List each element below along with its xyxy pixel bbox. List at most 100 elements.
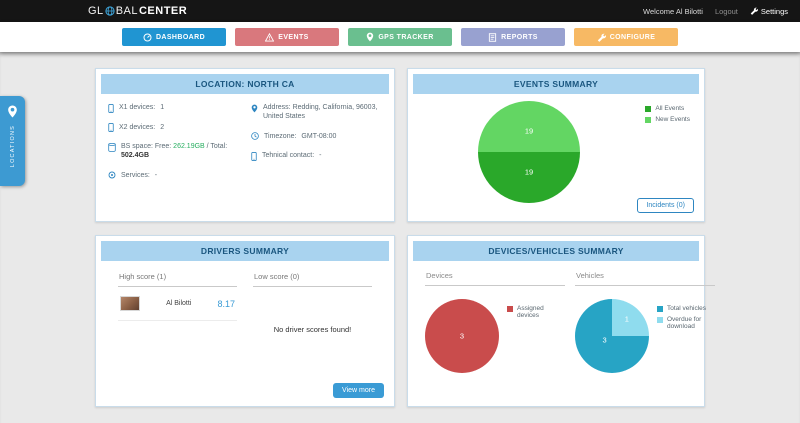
tab-dashboard[interactable]: DASHBOARD bbox=[122, 28, 226, 46]
drivers-panel-body: High score (1) Al Bilotti 8.17 Low score… bbox=[96, 266, 394, 334]
events-panel-title: EVENTS SUMMARY bbox=[413, 74, 699, 94]
logo-text-center: CENTER bbox=[138, 5, 188, 17]
tab-dashboard-label: DASHBOARD bbox=[155, 33, 206, 41]
logout-link[interactable]: Logout bbox=[714, 6, 738, 16]
legend-label: New Events bbox=[655, 116, 690, 123]
driver-row[interactable]: Al Bilotti 8.17 bbox=[118, 287, 237, 321]
no-driver-scores-message: No driver scores found! bbox=[273, 325, 352, 334]
legend-swatch bbox=[657, 306, 663, 312]
logo-text-bal: BAL bbox=[115, 5, 138, 17]
services-value: - bbox=[154, 171, 158, 179]
mobile-device-icon bbox=[108, 123, 114, 132]
vehicles-chart-area: 3 1 Total vehicles Overdue for download bbox=[575, 296, 715, 373]
address-value: Redding, California, 96003, United State… bbox=[263, 104, 378, 121]
clock-icon bbox=[251, 132, 259, 141]
legend-label: Total vehicles bbox=[667, 305, 707, 312]
devices-vehicles-panel: DEVICES/VEHICLES SUMMARY Devices 3 Assig… bbox=[407, 235, 715, 407]
warning-triangle-icon bbox=[265, 32, 275, 42]
drivers-summary-panel: DRIVERS SUMMARY High score (1) Al Bilott… bbox=[95, 235, 395, 407]
bs-free-label: Free: bbox=[154, 143, 172, 150]
tab-events[interactable]: EVENTS bbox=[235, 28, 339, 46]
row-technical-contact: Tehnical contact: - bbox=[251, 151, 384, 161]
tab-reports-label: REPORTS bbox=[501, 33, 538, 41]
vehicles-pie-chart[interactable]: 3 1 bbox=[575, 299, 649, 373]
location-left-column: X1 devices: 1 X2 devices: 2 BS space: Fr… bbox=[108, 103, 241, 180]
top-bar: GL BAL CENTER Welcome Al Bilotti Logout … bbox=[0, 0, 800, 22]
top-bar-right: Welcome Al Bilotti Logout Settings bbox=[643, 7, 788, 16]
x2-devices-value: 2 bbox=[160, 123, 165, 131]
tab-configure-label: CONFIGURE bbox=[609, 33, 656, 41]
gear-icon bbox=[108, 171, 116, 179]
incidents-button[interactable]: Incidents (0) bbox=[637, 198, 694, 213]
driver-score: 8.17 bbox=[217, 298, 235, 309]
bs-space-label: BS space: bbox=[121, 143, 153, 150]
legend-swatch bbox=[645, 117, 652, 123]
bs-space-text: BS space: Free: 262.19GB / Total: 502.4G… bbox=[121, 142, 241, 161]
bs-total-label: / Total: bbox=[206, 143, 228, 150]
vehicles-subheader: Vehicles bbox=[575, 268, 715, 286]
legend-label: All Events bbox=[655, 105, 685, 112]
view-more-button[interactable]: View more bbox=[333, 383, 384, 398]
logo-text-gl: GL bbox=[88, 5, 104, 17]
services-label: Services: bbox=[121, 171, 150, 179]
legend-item-all-events: All Events bbox=[645, 105, 690, 112]
row-bs-space: BS space: Free: 262.19GB / Total: 502.4G… bbox=[108, 142, 241, 161]
contact-value: - bbox=[319, 152, 322, 160]
location-panel: LOCATION: NORTH CA X1 devices: 1 X2 devi… bbox=[95, 68, 395, 222]
high-score-header: High score (1) bbox=[118, 268, 237, 287]
globe-icon bbox=[105, 6, 115, 16]
location-panel-title: LOCATION: NORTH CA bbox=[101, 74, 389, 94]
events-pie-chart[interactable]: 19 19 bbox=[478, 101, 580, 203]
wrench-icon bbox=[750, 7, 758, 15]
events-pie-label-new: 19 bbox=[524, 126, 534, 136]
devices-subheader: Devices bbox=[425, 268, 565, 286]
vehicles-pie-label-overdue: 1 bbox=[624, 314, 629, 324]
tab-reports[interactable]: REPORTS bbox=[461, 28, 565, 46]
vehicles-pie-label-total: 3 bbox=[602, 335, 607, 345]
database-icon bbox=[108, 142, 116, 152]
location-pin-icon bbox=[251, 104, 258, 113]
timezone-label: Timezone: bbox=[264, 132, 297, 140]
location-pin-icon bbox=[7, 105, 18, 118]
devices-vehicles-panel-title: DEVICES/VEHICLES SUMMARY bbox=[413, 241, 699, 261]
map-pin-icon bbox=[366, 32, 374, 42]
welcome-text: Welcome Al Bilotti bbox=[643, 6, 703, 16]
legend-item-overdue-download: Overdue for download bbox=[657, 316, 715, 330]
legend-label: Overdue for download bbox=[667, 316, 702, 330]
logo: GL BAL CENTER bbox=[88, 5, 187, 17]
legend-item-new-events: New Events bbox=[645, 116, 690, 123]
vehicles-legend: Total vehicles Overdue for download bbox=[657, 305, 715, 334]
bs-free-value: 262.19GB bbox=[173, 143, 205, 150]
row-x2-devices: X2 devices: 2 bbox=[108, 123, 241, 133]
legend-swatch bbox=[645, 106, 652, 112]
dashboard-grid: LOCATION: NORTH CA X1 devices: 1 X2 devi… bbox=[95, 68, 715, 407]
devices-pie-label: 3 bbox=[459, 331, 465, 341]
high-score-column: High score (1) Al Bilotti 8.17 bbox=[110, 268, 245, 334]
devices-section: Devices 3 Assigned devices bbox=[420, 268, 570, 373]
phone-icon bbox=[251, 151, 257, 161]
contact-label: Tehnical contact: bbox=[262, 152, 315, 160]
settings-label: Settings bbox=[760, 6, 788, 16]
drivers-panel-title: DRIVERS SUMMARY bbox=[101, 241, 389, 261]
x1-devices-value: 1 bbox=[160, 104, 165, 111]
settings-button[interactable]: Settings bbox=[750, 7, 788, 16]
row-address: Address: Redding, California, 96003, Uni… bbox=[251, 103, 384, 122]
driver-name: Al Bilotti bbox=[166, 300, 192, 307]
tab-configure[interactable]: CONFIGURE bbox=[574, 28, 678, 46]
main-content: LOCATIONS LOCATION: NORTH CA X1 devices:… bbox=[0, 52, 800, 423]
mobile-device-icon bbox=[108, 103, 114, 113]
driver-avatar bbox=[120, 296, 140, 311]
row-services: Services: - bbox=[108, 171, 241, 180]
vehicles-section: Vehicles 3 1 Total vehicles bbox=[570, 268, 720, 373]
legend-item-assigned-devices: Assigned devices bbox=[507, 305, 565, 319]
events-legend: All Events New Events bbox=[645, 105, 690, 127]
location-panel-body: X1 devices: 1 X2 devices: 2 BS space: Fr… bbox=[96, 99, 394, 180]
locations-side-tab[interactable]: LOCATIONS bbox=[0, 96, 25, 186]
tab-events-label: EVENTS bbox=[278, 33, 309, 41]
low-score-header: Low score (0) bbox=[253, 268, 372, 287]
events-summary-panel: EVENTS SUMMARY 19 19 All Events New Even… bbox=[407, 68, 705, 222]
devices-pie-chart[interactable]: 3 bbox=[425, 299, 499, 373]
timezone-value: GMT-08:00 bbox=[301, 132, 337, 140]
tab-gps-tracker[interactable]: GPS TRACKER bbox=[348, 28, 452, 46]
devices-chart-area: 3 Assigned devices bbox=[425, 296, 565, 373]
